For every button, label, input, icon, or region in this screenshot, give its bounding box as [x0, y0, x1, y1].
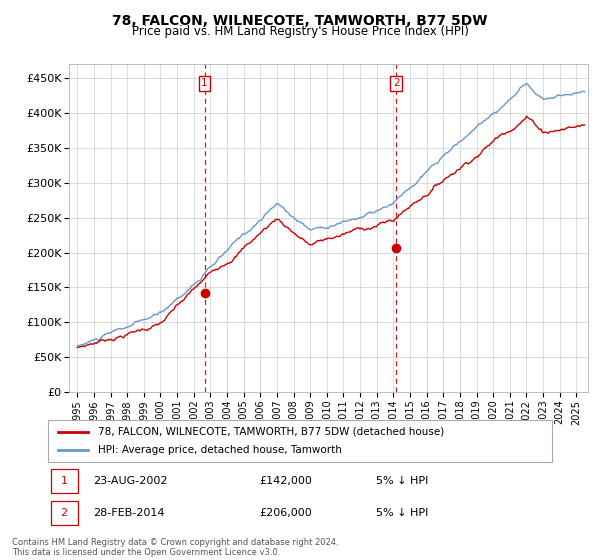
FancyBboxPatch shape — [48, 420, 552, 462]
Text: 5% ↓ HPI: 5% ↓ HPI — [376, 508, 428, 518]
Text: 78, FALCON, WILNECOTE, TAMWORTH, B77 5DW: 78, FALCON, WILNECOTE, TAMWORTH, B77 5DW — [112, 14, 488, 28]
Text: 28-FEB-2014: 28-FEB-2014 — [94, 508, 165, 518]
Text: £206,000: £206,000 — [260, 508, 313, 518]
Text: Contains HM Land Registry data © Crown copyright and database right 2024.
This d: Contains HM Land Registry data © Crown c… — [12, 538, 338, 557]
Text: 2: 2 — [61, 508, 68, 518]
FancyBboxPatch shape — [50, 469, 78, 493]
Text: 2: 2 — [393, 78, 400, 88]
Text: 5% ↓ HPI: 5% ↓ HPI — [376, 476, 428, 486]
Text: £142,000: £142,000 — [260, 476, 313, 486]
Text: Price paid vs. HM Land Registry's House Price Index (HPI): Price paid vs. HM Land Registry's House … — [131, 25, 469, 38]
Text: 1: 1 — [61, 476, 68, 486]
FancyBboxPatch shape — [50, 501, 78, 525]
Text: 78, FALCON, WILNECOTE, TAMWORTH, B77 5DW (detached house): 78, FALCON, WILNECOTE, TAMWORTH, B77 5DW… — [98, 427, 445, 437]
Text: 23-AUG-2002: 23-AUG-2002 — [94, 476, 168, 486]
Text: 1: 1 — [201, 78, 208, 88]
Text: HPI: Average price, detached house, Tamworth: HPI: Average price, detached house, Tamw… — [98, 445, 342, 455]
